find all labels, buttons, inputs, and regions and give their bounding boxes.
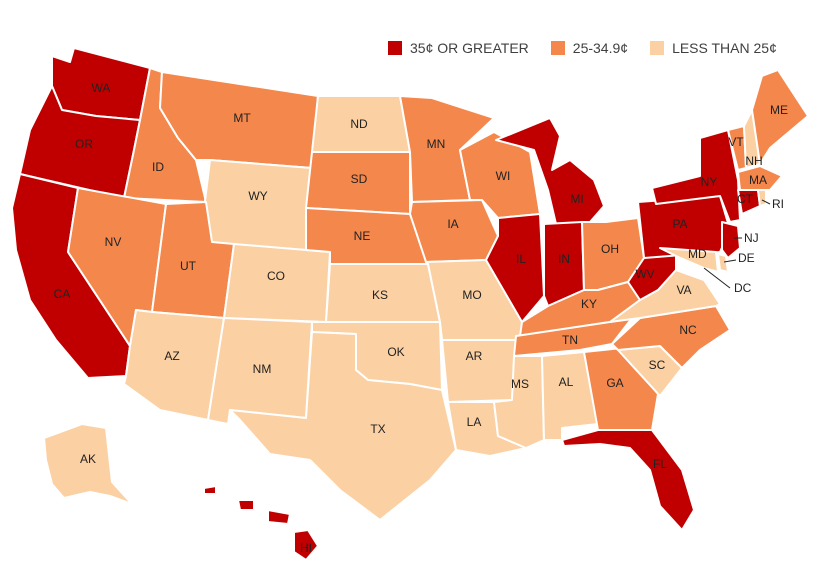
leader-DC [703, 267, 731, 289]
state-label-VT: VT [728, 135, 744, 149]
legend: 35¢ OR GREATER 25-34.9¢ LESS THAN 25¢ [388, 40, 799, 56]
state-label-CT: CT [737, 192, 754, 206]
state-label-MI: MI [570, 192, 583, 206]
state-label-HI: HI [300, 541, 312, 555]
state-label-MT: MT [233, 111, 251, 125]
state-label-AR: AR [466, 349, 483, 363]
legend-item-high: 35¢ OR GREATER [388, 40, 529, 56]
state-label-KY: KY [581, 297, 597, 311]
state-DE[interactable] [717, 253, 729, 273]
state-label-DC: DC [734, 281, 752, 295]
state-label-WV: WV [635, 267, 654, 281]
legend-label-mid: 25-34.9¢ [572, 40, 629, 56]
state-label-NH: NH [745, 154, 762, 168]
state-label-FL: FL [653, 457, 667, 471]
leader-RI [761, 199, 771, 205]
state-label-NE: NE [354, 229, 371, 243]
state-label-CO: CO [267, 269, 285, 283]
state-label-IA: IA [447, 217, 458, 231]
state-label-AK: AK [80, 452, 96, 466]
state-label-DE: DE [738, 251, 755, 265]
state-MI[interactable] [495, 117, 605, 225]
state-label-MA: MA [749, 173, 767, 187]
state-labels: WA OR CA ID NV MT WY UT CO AZ NM ND SD N… [54, 81, 788, 555]
state-label-OK: OK [387, 345, 404, 359]
state-label-NY: NY [701, 175, 718, 189]
state-label-MO: MO [462, 288, 481, 302]
state-FL[interactable] [561, 429, 695, 531]
legend-swatch-low [650, 41, 665, 55]
state-label-AZ: AZ [164, 349, 179, 363]
state-HI-kauai[interactable] [203, 485, 217, 495]
state-label-ID: ID [152, 160, 164, 174]
legend-swatch-high [388, 41, 402, 55]
state-label-KS: KS [372, 288, 388, 302]
state-NJ[interactable] [721, 221, 741, 259]
state-label-UT: UT [180, 259, 197, 273]
state-label-NJ: NJ [744, 231, 759, 245]
state-label-IN: IN [558, 252, 570, 266]
state-label-ME: ME [770, 103, 788, 117]
state-label-WY: WY [248, 189, 267, 203]
state-label-VA: VA [676, 283, 691, 297]
state-label-NM: NM [253, 362, 272, 376]
state-label-SC: SC [649, 358, 666, 372]
state-label-RI: RI [772, 197, 784, 211]
state-label-CA: CA [54, 287, 71, 301]
state-MA[interactable] [737, 165, 783, 191]
state-label-AL: AL [559, 375, 574, 389]
state-ME[interactable] [751, 69, 809, 165]
state-label-TN: TN [562, 333, 578, 347]
legend-label-high: 35¢ OR GREATER [410, 40, 529, 56]
legend-label-low: LESS THAN 25¢ [672, 40, 777, 56]
state-label-GA: GA [606, 376, 623, 390]
state-label-LA: LA [467, 415, 482, 429]
legend-item-low: LESS THAN 25¢ [650, 40, 777, 56]
legend-swatch-mid [550, 41, 565, 55]
state-HI-oahu[interactable] [237, 499, 255, 511]
state-TX[interactable] [229, 331, 457, 521]
legend-item-mid: 25-34.9¢ [550, 40, 629, 56]
state-shapes [11, 47, 809, 561]
state-WY[interactable] [199, 159, 313, 251]
state-AK[interactable] [43, 423, 133, 505]
leader-lines [703, 199, 771, 289]
state-label-MD: MD [688, 247, 707, 261]
state-label-OR: OR [75, 137, 93, 151]
state-HI-maui[interactable] [267, 509, 291, 525]
state-HI-main[interactable] [293, 529, 319, 561]
state-label-SD: SD [351, 172, 368, 186]
state-label-TX: TX [370, 422, 385, 436]
state-AZ[interactable] [123, 309, 225, 421]
state-label-PA: PA [672, 217, 687, 231]
state-label-OH: OH [601, 242, 619, 256]
state-RI[interactable] [757, 189, 767, 207]
state-label-WI: WI [496, 169, 511, 183]
state-label-IL: IL [516, 252, 526, 266]
state-MD[interactable] [659, 247, 719, 273]
state-label-ND: ND [350, 117, 368, 131]
state-label-MS: MS [511, 377, 529, 391]
state-label-MN: MN [427, 137, 446, 151]
state-label-NC: NC [679, 323, 697, 337]
state-label-NV: NV [105, 235, 122, 249]
leader-DE [723, 259, 737, 263]
state-label-WA: WA [92, 81, 111, 95]
